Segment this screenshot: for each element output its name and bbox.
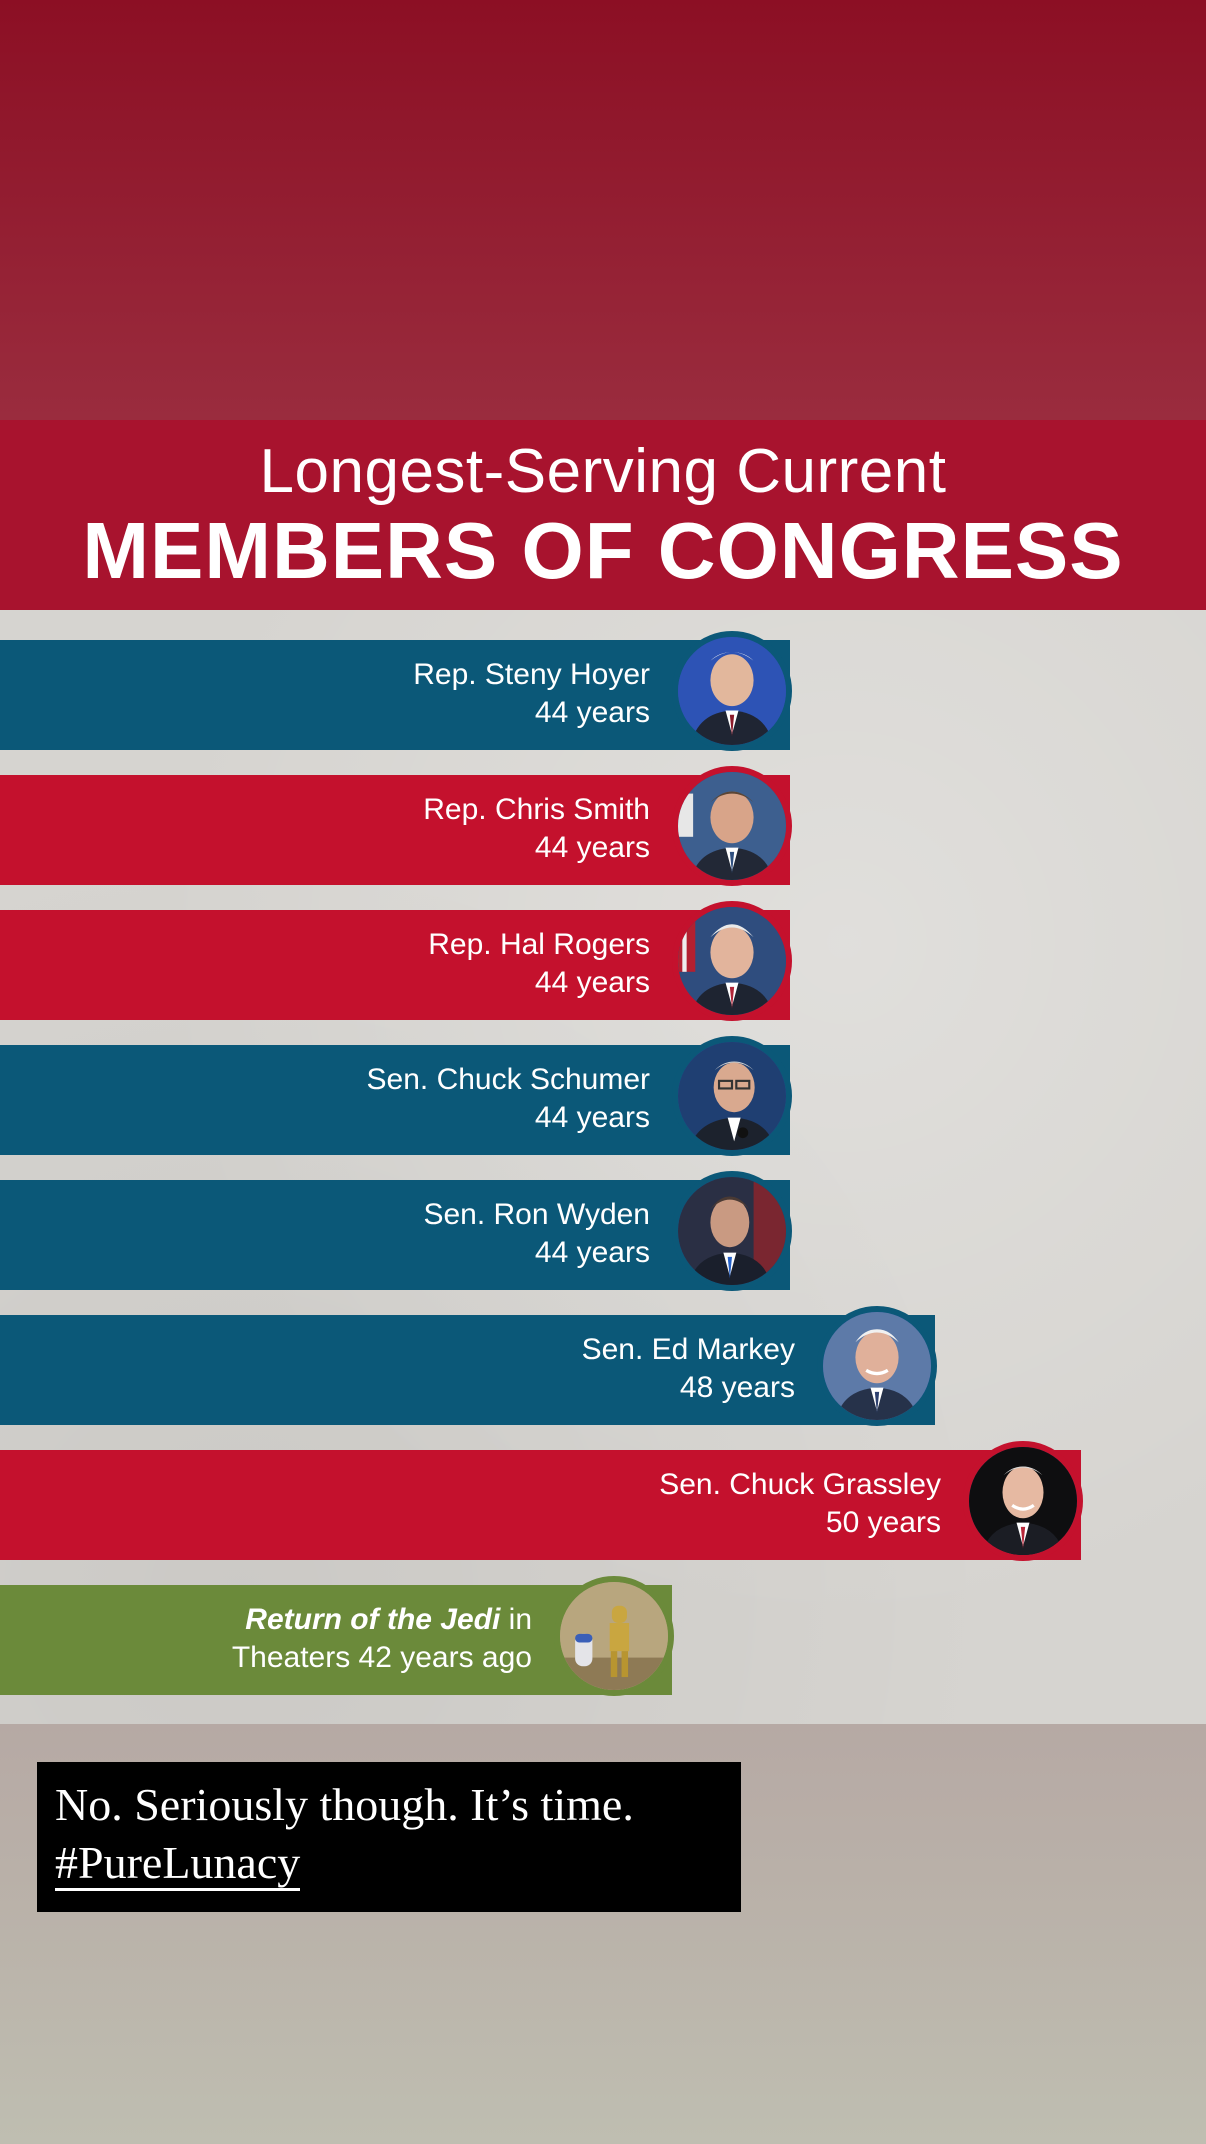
member-name: Rep. Chris Smith [423,793,650,826]
title-line-2: MEMBERS OF CONGRESS [82,506,1124,595]
member-label: Sen. Chuck Grassley 50 years [659,1466,941,1542]
member-label: Rep. Steny Hoyer 44 years [413,656,650,732]
member-name: Sen. Ron Wyden [423,1198,650,1231]
member-bar-markey: Sen. Ed Markey 48 years [0,1306,937,1426]
member-name: Rep. Steny Hoyer [413,658,650,691]
droids-image [554,1576,674,1696]
member-years: 44 years [534,696,650,729]
member-years: 50 years [825,1506,941,1539]
story-caption: No. Seriously though. It’s time. #PureLu… [37,1762,741,1912]
member-label: Rep. Hal Rogers 44 years [428,926,650,1002]
member-years: 44 years [534,1101,650,1134]
portrait-hoyer [672,631,792,751]
member-label: Sen. Chuck Schumer 44 years [367,1061,650,1137]
member-label: Sen. Ed Markey 48 years [582,1331,795,1407]
member-years: 44 years [534,831,650,864]
portrait-schumer [672,1036,792,1156]
portrait-grassley [963,1441,1083,1561]
member-name: Sen. Ed Markey [581,1333,795,1366]
portrait-wyden [672,1171,792,1291]
member-label: Sen. Ron Wyden 44 years [423,1196,650,1272]
hashtag-link[interactable]: #PureLunacy [55,1838,301,1891]
story-background-top [0,0,1206,420]
infographic: Longest-Serving Current MEMBERS OF CONGR… [0,420,1206,1724]
caption-text: No. Seriously though. It’s time. [55,1779,634,1830]
portrait-smith [672,766,792,886]
comparison-line-1: Return of the Jedi in [232,1601,532,1639]
member-years: 44 years [534,966,650,999]
comparison-suffix: in [500,1603,532,1636]
comparison-bar-jedi: Return of the Jedi in Theaters 42 years … [0,1576,674,1696]
member-name: Rep. Hal Rogers [428,928,650,961]
movie-title: Return of the Jedi [245,1603,501,1636]
member-label: Rep. Chris Smith 44 years [423,791,650,867]
member-bar-smith: Rep. Chris Smith 44 years [0,766,792,886]
member-bar-hoyer: Rep. Steny Hoyer 44 years [0,631,792,751]
member-name: Sen. Chuck Schumer [366,1063,650,1096]
portrait-rogers [672,901,792,1021]
comparison-label: Return of the Jedi in Theaters 42 years … [232,1601,532,1677]
member-years: 44 years [534,1236,650,1269]
member-bar-rogers: Rep. Hal Rogers 44 years [0,901,792,1021]
member-bar-wyden: Sen. Ron Wyden 44 years [0,1171,792,1291]
comparison-line-2: Theaters 42 years ago [231,1641,532,1674]
title-line-1: Longest-Serving Current [259,437,947,506]
member-years: 48 years [679,1371,795,1404]
member-name: Sen. Chuck Grassley [659,1468,941,1501]
infographic-header: Longest-Serving Current MEMBERS OF CONGR… [0,420,1206,610]
member-bar-schumer: Sen. Chuck Schumer 44 years [0,1036,792,1156]
portrait-markey [817,1306,937,1426]
member-bar-grassley: Sen. Chuck Grassley 50 years [0,1441,1083,1561]
